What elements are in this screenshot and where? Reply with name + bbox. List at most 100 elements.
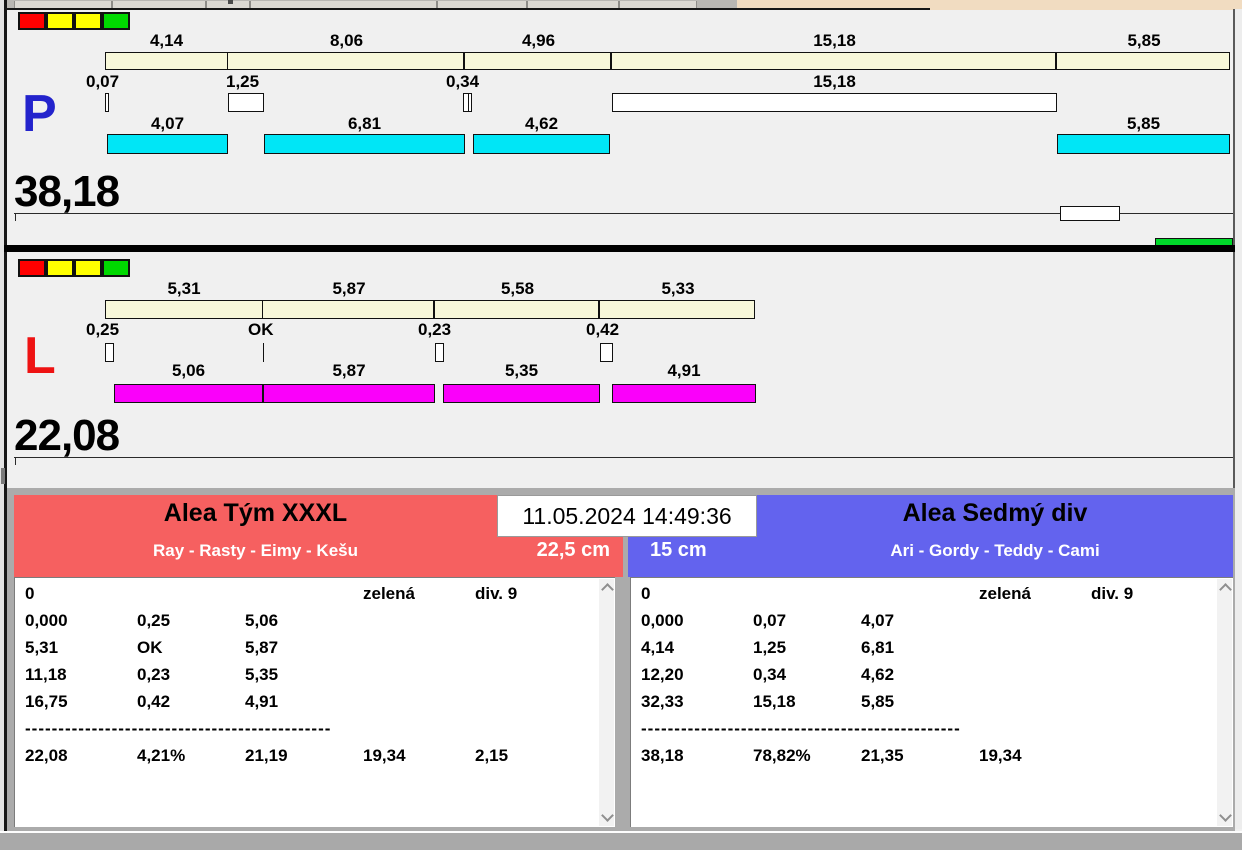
penalty-mark-box <box>105 343 114 362</box>
team-right-title: Alea Sedmý div <box>902 499 1088 527</box>
window-left-edge <box>4 0 7 831</box>
table-dash-separator: ----------------------------------------… <box>641 719 961 738</box>
split-bar-segment <box>105 300 263 319</box>
top-strip-caret <box>228 0 233 4</box>
top-strip-segment-5 <box>527 1 619 8</box>
status-light-red[interactable] <box>18 259 46 277</box>
penalty-time-label: 0,34 <box>446 72 480 91</box>
split-time-label: 4,96 <box>521 31 556 50</box>
datetime-display: 11.05.2024 14:49:36 <box>497 495 757 537</box>
table-cell: div. 9 <box>475 584 518 603</box>
panel-underline <box>14 213 1233 214</box>
panel-divider <box>4 245 1235 252</box>
bottom-status-strip <box>0 831 1242 850</box>
status-light-green[interactable] <box>102 12 130 30</box>
panel-underline-tick <box>15 458 16 465</box>
status-light-red[interactable] <box>18 12 46 30</box>
status-light-yellow[interactable] <box>46 259 74 277</box>
window-right-edge <box>1233 9 1235 829</box>
table-cell: 0,23 <box>137 665 171 684</box>
split-bar-segment <box>434 300 599 319</box>
table-cell: 0 <box>25 584 35 603</box>
team-right-height-category: 15 cm <box>650 539 707 561</box>
penalty-time-label: 0,25 <box>86 320 120 339</box>
status-light-yellow[interactable] <box>46 12 74 30</box>
run-time-label: 5,35 <box>504 361 539 380</box>
penalty-mark-box <box>463 93 472 112</box>
status-light-yellow2[interactable] <box>74 259 102 277</box>
table-cell: 2,15 <box>475 746 509 765</box>
split-time-label: 5,58 <box>500 279 535 298</box>
penalty-time-label: OK <box>248 320 274 339</box>
split-bar-segment <box>464 52 611 70</box>
split-time-label: 8,06 <box>329 31 364 50</box>
run-time-label: 4,91 <box>667 361 701 380</box>
extra-white-box <box>1060 206 1120 221</box>
scroll-up-icon[interactable] <box>601 583 614 596</box>
penalty-mark-box <box>612 93 1057 112</box>
penalty-time-label: 1,25 <box>226 72 260 91</box>
run-time-label: 5,87 <box>332 361 366 380</box>
table-cell: 19,34 <box>363 746 406 765</box>
top-strip-segment-2 <box>206 1 250 8</box>
run-bar-segment <box>263 384 435 403</box>
window-left-gutter <box>0 0 4 831</box>
run-bar-segment <box>114 384 263 403</box>
scroll-down-icon[interactable] <box>1219 809 1232 822</box>
table-cell: 12,20 <box>641 665 684 684</box>
penalty-mark-divider <box>467 94 469 111</box>
table-cell: 78,82% <box>753 746 811 765</box>
table-cell: 0,000 <box>641 611 684 630</box>
table-cell: 5,35 <box>245 665 279 684</box>
table-cell: 16,75 <box>25 692 68 711</box>
results-table-right[interactable]: 0 zelená div. 9 0,000 0,07 4,07 4,14 1,25 6,81 12… <box>630 577 1233 827</box>
results-table-left-scrollbar[interactable] <box>599 579 614 826</box>
team-left-height-category: 22,5 cm <box>536 539 610 561</box>
table-cell: 6,81 <box>861 638 895 657</box>
table-cell: 21,19 <box>245 746 288 765</box>
table-cell: 5,87 <box>245 638 279 657</box>
penalty-time-label: 0,07 <box>86 72 120 91</box>
table-cell: zelená <box>979 584 1031 603</box>
split-time-label: 5,87 <box>332 279 366 298</box>
table-cell: 4,91 <box>245 692 279 711</box>
total-time-L: 22,08 <box>14 411 120 460</box>
results-table-right-scrollbar[interactable] <box>1217 579 1232 826</box>
run-bar-segment <box>473 134 610 154</box>
table-cell: 4,14 <box>641 638 675 657</box>
split-bar-segment <box>262 300 434 319</box>
table-cell: 21,35 <box>861 746 904 765</box>
status-light-green[interactable] <box>102 259 130 277</box>
table-cell: 5,31 <box>25 638 59 657</box>
status-light-yellow2[interactable] <box>74 12 102 30</box>
penalty-mark-box <box>228 93 264 112</box>
results-table-left[interactable]: 0 zelená div. 9 0,000 0,25 5,06 5,31 OK 5,87 11,1… <box>14 577 615 827</box>
run-time-label: 5,85 <box>1126 114 1161 133</box>
table-cell: 4,07 <box>861 611 895 630</box>
table-cell: 5,06 <box>245 611 279 630</box>
top-strip-segment-3 <box>250 1 437 8</box>
top-toolbar-strip <box>0 0 1242 10</box>
table-cell: 22,08 <box>25 746 68 765</box>
split-bar-segment <box>1056 52 1230 70</box>
table-cell: 1,25 <box>753 638 787 657</box>
scroll-up-icon[interactable] <box>1219 583 1232 596</box>
table-cell: 0,07 <box>753 611 787 630</box>
scroll-down-icon[interactable] <box>601 809 614 822</box>
table-cell: 0,34 <box>753 665 787 684</box>
table-cell: 38,18 <box>641 746 684 765</box>
total-time-P: 38,18 <box>14 167 120 216</box>
table-cell: 19,34 <box>979 746 1022 765</box>
track-letter-P: P <box>22 85 57 143</box>
table-cell: div. 9 <box>1091 584 1134 603</box>
top-strip-segment-0 <box>14 1 112 8</box>
split-time-label: 15,18 <box>813 31 856 50</box>
team-left-members: Ray - Rasty - Eimy - Kešu <box>152 541 358 560</box>
table-cell: 4,62 <box>861 665 895 684</box>
split-time-label: 5,85 <box>1127 31 1161 50</box>
top-strip-segment-6 <box>619 1 697 8</box>
run-time-label: 4,62 <box>524 114 559 133</box>
panel-underline-tick <box>15 214 16 221</box>
table-dash-separator: ----------------------------------------… <box>25 719 332 738</box>
